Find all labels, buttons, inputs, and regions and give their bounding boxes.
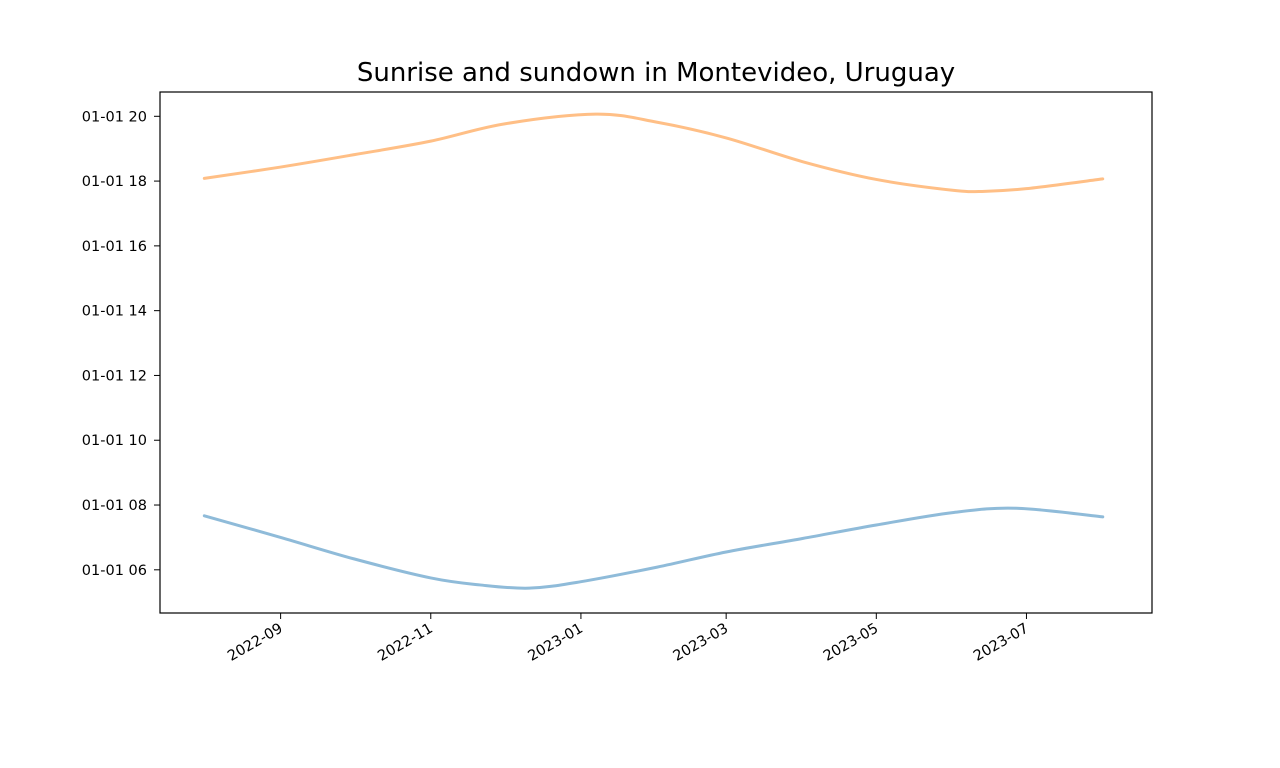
y-axis: 01-01 06 01-01 08 01-01 10 01-01 12 01-01 14…: [82, 109, 160, 579]
y-tick-label-1: 01-01 08: [82, 498, 147, 514]
x-axis: 2022-09 2022-11 2023-01 2023-03 2023-05 2023-…: [225, 613, 1031, 665]
series-line-0: [202, 506, 1105, 590]
x-tick-label-2: 2023-01: [525, 621, 585, 665]
y-tick-label-2: 01-01 10: [82, 433, 147, 449]
series-line-1: [202, 112, 1105, 194]
series-layer: [202, 112, 1105, 590]
chart-title: Sunrise and sundown in Montevideo, Urugu…: [357, 58, 955, 88]
x-tick-label-5: 2023-07: [971, 621, 1031, 665]
y-tick-label-5: 01-01 16: [82, 239, 147, 255]
y-tick-label-4: 01-01 14: [82, 304, 147, 320]
x-tick-label-4: 2023-05: [821, 621, 881, 665]
x-tick-label-0: 2022-09: [225, 621, 285, 665]
plot-area-frame: [159, 91, 1153, 614]
y-tick-label-7: 01-01 20: [82, 109, 147, 125]
y-tick-label-3: 01-01 12: [82, 368, 147, 384]
y-tick-label-0: 01-01 06: [82, 563, 147, 579]
x-tick-label-1: 2022-11: [375, 621, 435, 665]
x-tick-label-3: 2023-03: [671, 621, 731, 665]
y-tick-label-6: 01-01 18: [82, 174, 147, 190]
